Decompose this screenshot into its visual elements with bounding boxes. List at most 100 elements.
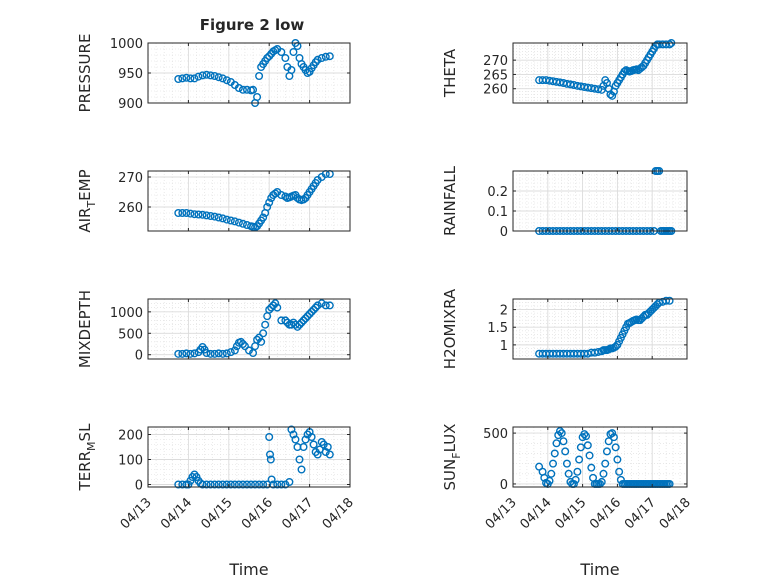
- data-point: [202, 480, 211, 489]
- data-point: [218, 480, 227, 489]
- data-point: [178, 74, 187, 83]
- data-point: [194, 72, 203, 81]
- data-point: [186, 74, 195, 83]
- data-point: [295, 320, 304, 329]
- axes-box: [147, 426, 351, 488]
- data-point: [599, 469, 608, 478]
- subplot-0: 900 950 1000 PRESSURE: [76, 34, 351, 112]
- data-point: [182, 208, 191, 217]
- data-point: [295, 455, 304, 464]
- y-tick-label: 0: [500, 225, 508, 240]
- data-point: [615, 467, 624, 476]
- data-point: [602, 447, 611, 456]
- x-axis-label: Time: [228, 560, 268, 579]
- y-tick-label: 950: [118, 67, 143, 82]
- data-point: [585, 451, 594, 460]
- axes-box: [147, 298, 351, 360]
- data-point: [255, 333, 264, 342]
- data-point: [608, 429, 617, 438]
- data-point: [321, 301, 330, 310]
- data-point: [226, 348, 235, 357]
- data-point: [297, 465, 306, 474]
- data-point: [309, 440, 318, 449]
- data-point: [303, 312, 312, 321]
- data-point: [604, 437, 613, 446]
- data-point: [575, 455, 584, 464]
- data-point: [271, 299, 280, 308]
- data-point: [253, 335, 262, 344]
- data-point: [214, 480, 223, 489]
- data-point: [178, 208, 187, 217]
- data-point: [309, 305, 318, 314]
- data-point: [323, 443, 332, 452]
- data-point: [194, 210, 203, 219]
- data-point: [277, 190, 286, 199]
- data-point: [613, 455, 622, 464]
- data-point: [269, 301, 278, 310]
- y-tick-label: 1000: [110, 306, 143, 321]
- y-tick-label: 500: [118, 327, 143, 342]
- data-point: [582, 432, 591, 441]
- data-point: [611, 443, 620, 452]
- x-tick-label: 04/15: [552, 495, 589, 532]
- y-axis-label: H2OMIXRA: [441, 288, 459, 369]
- data-point: [234, 218, 243, 227]
- data-point: [665, 40, 674, 49]
- data-point: [247, 480, 256, 489]
- data-point: [562, 459, 571, 468]
- data-point: [559, 437, 568, 446]
- figure-title: Figure 2 low: [200, 16, 305, 34]
- y-tick-label: 0: [500, 478, 508, 493]
- data-point: [174, 208, 183, 217]
- data-point: [255, 71, 264, 80]
- data-point: [293, 322, 302, 331]
- data-point: [198, 210, 207, 219]
- data-point: [281, 316, 290, 325]
- data-point: [206, 71, 215, 80]
- data-point: [210, 480, 219, 489]
- data-point: [611, 342, 620, 351]
- x-tick-label: 04/17: [279, 495, 316, 532]
- data-point: [222, 76, 231, 85]
- y-tick-label: 500: [483, 427, 508, 442]
- data-point: [325, 301, 334, 310]
- data-point: [259, 329, 268, 338]
- data-point: [662, 296, 671, 305]
- data-point: [281, 480, 290, 489]
- data-point: [236, 337, 245, 346]
- data-point: [186, 349, 195, 358]
- y-axis-label: RAINFALL: [441, 165, 459, 236]
- data-point: [202, 70, 211, 79]
- axes-box: [512, 298, 688, 360]
- data-point: [190, 210, 199, 219]
- data-point: [174, 480, 183, 489]
- plot-area: [513, 43, 687, 103]
- data-point: [242, 480, 251, 489]
- data-point: [178, 349, 187, 358]
- y-tick-label: 270: [118, 171, 143, 186]
- data-point: [289, 430, 298, 439]
- data-point: [198, 480, 207, 489]
- data-point: [222, 215, 231, 224]
- data-point: [273, 480, 282, 489]
- data-point: [287, 425, 296, 434]
- data-point: [277, 48, 286, 57]
- data-point: [564, 469, 573, 478]
- y-tick-label: 0.2: [487, 185, 508, 200]
- data-point: [291, 435, 300, 444]
- data-point: [545, 476, 554, 485]
- y-tick-label: 2: [500, 304, 508, 319]
- x-axis-label: Time: [579, 560, 619, 579]
- data-point: [249, 349, 258, 358]
- data-point: [549, 459, 558, 468]
- data-point: [305, 310, 314, 319]
- data-point: [210, 349, 219, 358]
- data-point: [255, 480, 264, 489]
- data-point: [289, 48, 298, 57]
- data-point: [202, 349, 211, 358]
- subplot-6: 0 100 200 04/13 04/14 04/15 04/16 04/17 04/18 Tim…: [76, 423, 357, 579]
- data-point: [550, 449, 559, 458]
